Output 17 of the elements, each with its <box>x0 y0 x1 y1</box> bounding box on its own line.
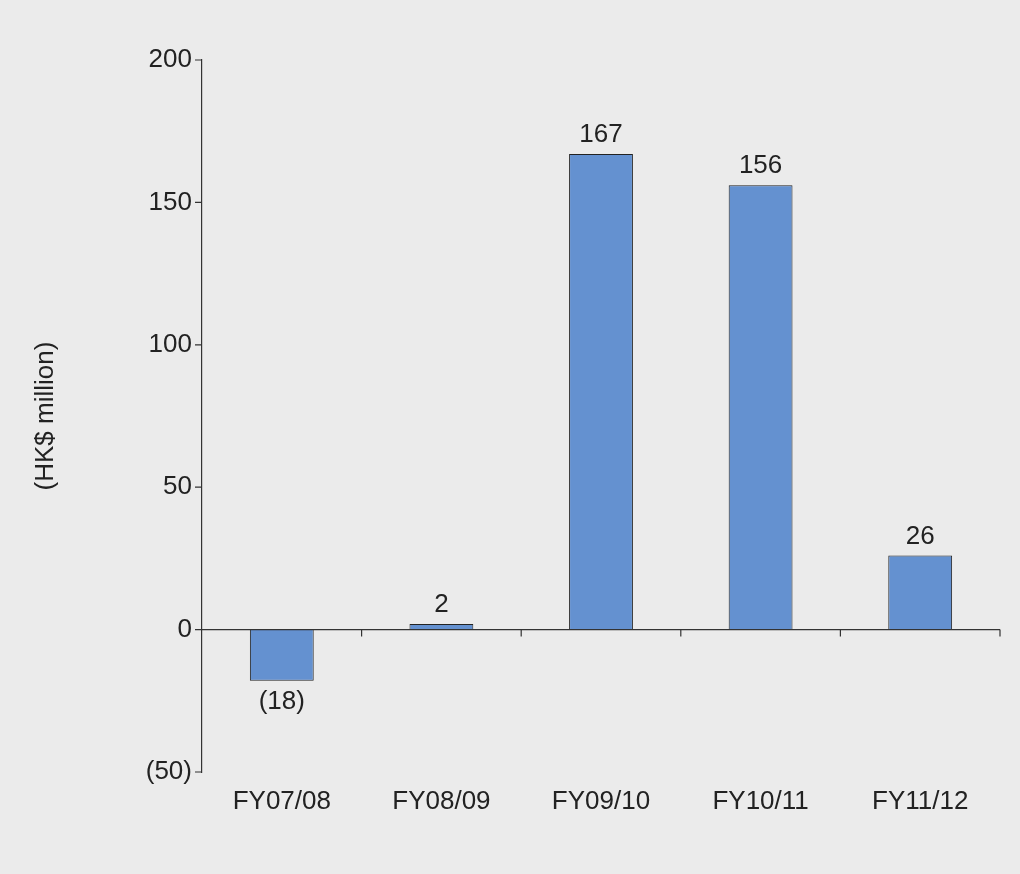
y-tick-label: 100 <box>148 327 192 358</box>
data-label: 26 <box>905 519 935 550</box>
x-tick-label: FY11/12 <box>872 784 969 815</box>
data-label: 156 <box>738 149 783 180</box>
x-tick-label: FY09/10 <box>551 784 651 815</box>
y-tick-label: 0 <box>177 612 192 643</box>
x-tick-label: FY07/08 <box>232 784 331 815</box>
y-axis-title: (HK$ million) <box>28 341 59 491</box>
data-label: 167 <box>579 118 623 149</box>
y-tick-label: 150 <box>148 185 192 216</box>
x-tick-label: FY10/11 <box>712 784 809 815</box>
data-label: 2 <box>434 588 449 619</box>
x-tick-label: FY08/09 <box>392 784 491 815</box>
y-tick-label: 200 <box>148 43 192 74</box>
data-label: (18) <box>258 685 305 716</box>
y-tick-label: 50 <box>163 470 192 501</box>
y-tick-label: (50) <box>145 755 192 786</box>
